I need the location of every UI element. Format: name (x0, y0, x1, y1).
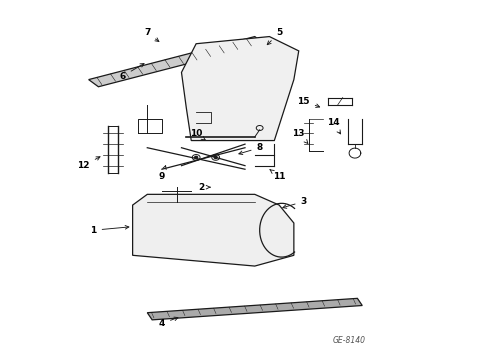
Polygon shape (89, 37, 265, 87)
Text: 11: 11 (270, 170, 286, 181)
Text: 13: 13 (293, 129, 308, 143)
Polygon shape (133, 194, 294, 266)
Circle shape (214, 156, 217, 158)
Polygon shape (147, 298, 362, 320)
Text: 8: 8 (239, 143, 263, 154)
Text: 7: 7 (144, 28, 159, 41)
Text: 15: 15 (297, 96, 319, 107)
Text: 3: 3 (283, 197, 307, 208)
Text: 2: 2 (198, 183, 210, 192)
Text: GE-8140: GE-8140 (333, 336, 366, 345)
Text: 14: 14 (327, 118, 341, 134)
Text: 12: 12 (77, 157, 100, 170)
Text: 6: 6 (120, 64, 144, 81)
Text: 1: 1 (91, 225, 129, 235)
Text: 4: 4 (159, 317, 178, 328)
Text: 9: 9 (159, 166, 166, 181)
Text: 5: 5 (267, 28, 282, 45)
Circle shape (195, 156, 197, 158)
Polygon shape (181, 37, 299, 140)
Text: 10: 10 (190, 129, 205, 140)
